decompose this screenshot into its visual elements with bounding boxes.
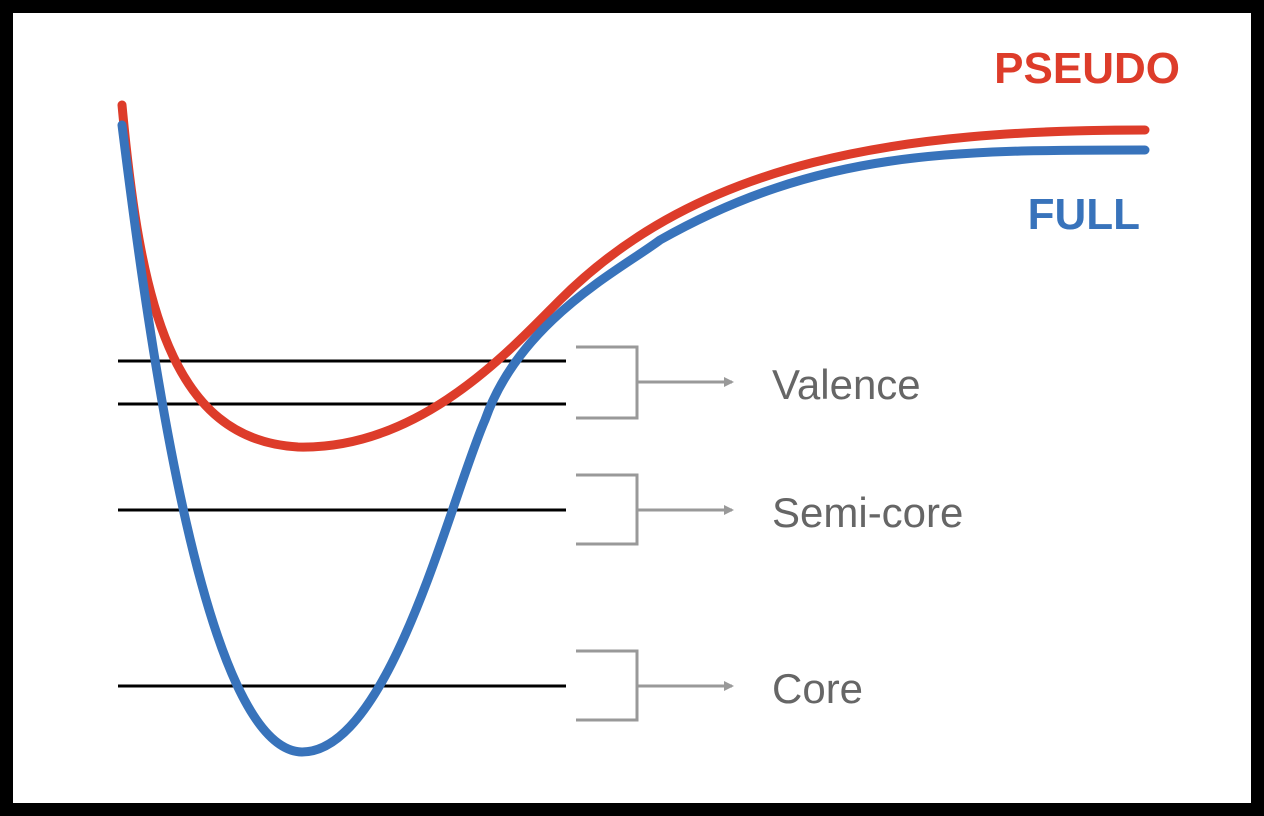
pseudo-potential-curve <box>117 100 1150 452</box>
valence-label: Valence <box>772 361 921 408</box>
pseudo-curve-label: PSEUDO <box>994 44 1180 93</box>
full-curve-label: FULL <box>1028 190 1140 239</box>
core-label: Core <box>772 665 863 712</box>
semicore-bracket <box>576 473 639 546</box>
semicore-label: Semi-core <box>772 489 963 536</box>
core-bracket <box>576 649 639 722</box>
valence-bracket <box>576 345 639 420</box>
full-potential-curve <box>117 120 1150 757</box>
